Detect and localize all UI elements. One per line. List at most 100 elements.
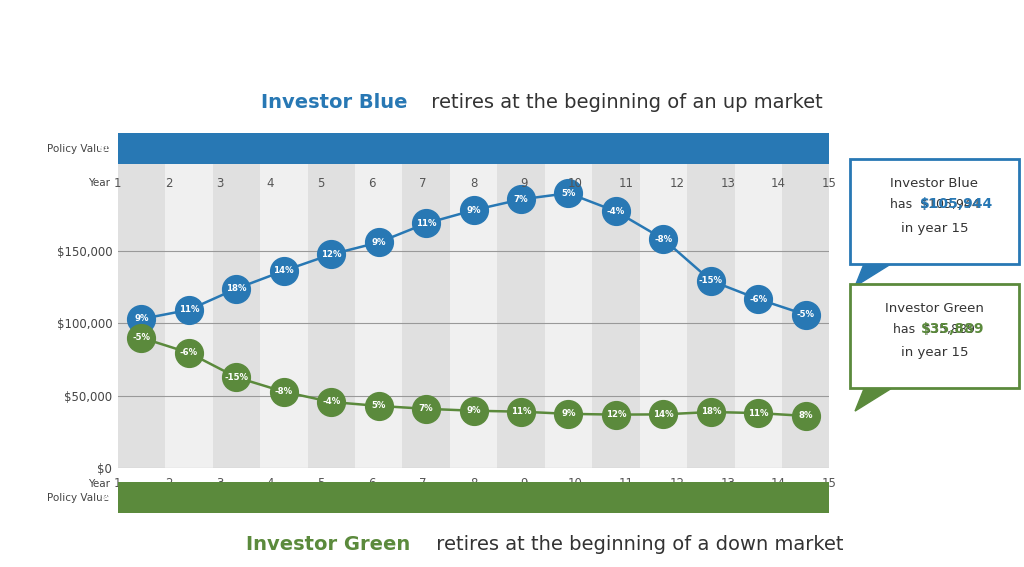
Text: $40,816: $40,816 (406, 493, 440, 502)
Text: $177,502: $177,502 (606, 145, 646, 153)
Text: $136,371: $136,371 (250, 145, 290, 153)
Text: $37,860: $37,860 (761, 493, 796, 502)
Text: -6%: -6% (750, 295, 767, 303)
Text: 15: 15 (822, 477, 837, 490)
Text: 18%: 18% (700, 408, 721, 417)
Text: -5%: -5% (797, 310, 815, 319)
Text: 6: 6 (369, 477, 376, 490)
Bar (640, 164, 687, 468)
Text: Policy Value: Policy Value (47, 144, 110, 154)
Text: -15%: -15% (224, 373, 249, 382)
Text: $109,330: $109,330 (148, 145, 188, 153)
Text: 14: 14 (771, 477, 786, 490)
Text: Investor Green: Investor Green (246, 535, 410, 554)
Text: 12%: 12% (605, 410, 627, 419)
Text: 7%: 7% (514, 195, 528, 204)
Text: 6: 6 (369, 177, 376, 189)
Text: 12: 12 (670, 477, 684, 490)
Text: $35,889: $35,889 (812, 493, 847, 502)
Text: $36,807: $36,807 (608, 493, 643, 502)
Text: -8%: -8% (654, 235, 673, 244)
Text: 9%: 9% (561, 409, 575, 418)
Text: 9: 9 (520, 177, 528, 189)
Text: 5%: 5% (561, 189, 575, 198)
Text: 12%: 12% (321, 250, 342, 259)
Text: $35,889: $35,889 (921, 322, 985, 336)
Text: Investor Blue: Investor Blue (891, 177, 978, 190)
Text: 7: 7 (419, 477, 427, 490)
Text: $103,000: $103,000 (98, 145, 137, 153)
Text: $178,332: $178,332 (454, 145, 494, 153)
Text: 13: 13 (720, 477, 735, 490)
Bar (545, 164, 592, 468)
Text: $116,783: $116,783 (759, 145, 799, 153)
Text: 9%: 9% (372, 238, 386, 247)
Text: has  $105,944: has $105,944 (890, 198, 979, 211)
Text: $185,816: $185,816 (505, 145, 545, 153)
Bar (165, 164, 213, 468)
Text: 3: 3 (216, 177, 223, 189)
Text: -8%: -8% (274, 387, 293, 396)
Text: 12: 12 (670, 177, 684, 189)
Text: 9: 9 (520, 477, 528, 490)
Text: 14%: 14% (653, 410, 674, 419)
Text: 11: 11 (618, 477, 634, 490)
Text: $147,735: $147,735 (301, 145, 341, 153)
Text: $156,031: $156,031 (352, 145, 392, 153)
Text: -15%: -15% (698, 276, 723, 285)
Text: 8: 8 (470, 177, 477, 189)
Bar (592, 164, 640, 468)
Text: 9%: 9% (466, 206, 481, 215)
Text: 5: 5 (317, 177, 325, 189)
Text: 5%: 5% (372, 401, 386, 411)
Bar (118, 164, 165, 468)
Text: 4: 4 (266, 177, 274, 189)
Text: Year: Year (88, 178, 110, 188)
Text: 10: 10 (568, 177, 583, 189)
Text: $36,960: $36,960 (659, 493, 694, 502)
Text: 18%: 18% (226, 284, 247, 293)
Text: Year: Year (88, 479, 110, 489)
Bar (213, 164, 260, 468)
Text: $190,106: $190,106 (555, 145, 595, 153)
Text: -4%: -4% (607, 207, 625, 216)
Text: has  $35,889: has $35,889 (894, 323, 975, 336)
Bar (734, 164, 782, 468)
Bar (450, 164, 498, 468)
Text: 11%: 11% (416, 219, 436, 228)
Text: 7: 7 (419, 177, 427, 189)
Bar (260, 164, 307, 468)
Text: $105,944: $105,944 (921, 197, 993, 211)
Text: $129,557: $129,557 (708, 145, 748, 153)
Text: $38,833: $38,833 (507, 493, 542, 502)
Text: 9%: 9% (466, 406, 481, 415)
Text: retires at the beginning of a down market: retires at the beginning of a down marke… (430, 535, 844, 554)
Text: 1: 1 (114, 177, 122, 189)
Text: 11: 11 (618, 177, 634, 189)
Text: 9%: 9% (134, 315, 148, 324)
Text: 15: 15 (822, 177, 837, 189)
Text: Investor Blue: Investor Blue (261, 92, 408, 112)
Text: 1: 1 (114, 477, 122, 490)
Text: 3: 3 (216, 477, 223, 490)
Text: 13: 13 (720, 177, 735, 189)
Text: 14: 14 (771, 177, 786, 189)
Text: $62,660: $62,660 (202, 493, 237, 502)
Bar (782, 164, 829, 468)
Text: -5%: -5% (132, 333, 151, 342)
Text: 8%: 8% (799, 412, 813, 421)
Text: 2: 2 (165, 477, 172, 490)
Text: retires at the beginning of an up market: retires at the beginning of an up market (425, 92, 822, 112)
Text: in year 15: in year 15 (901, 346, 968, 359)
Text: $105,944: $105,944 (810, 145, 849, 153)
Text: 11%: 11% (511, 407, 531, 416)
Bar (355, 164, 402, 468)
Text: 11%: 11% (748, 409, 769, 417)
Text: 8: 8 (470, 477, 477, 490)
Text: 10: 10 (568, 477, 583, 490)
Text: $52,647: $52,647 (253, 493, 288, 502)
Text: -6%: -6% (180, 348, 198, 357)
Text: 11%: 11% (178, 306, 200, 314)
Text: $39,489: $39,489 (457, 493, 490, 502)
Text: Policy Value: Policy Value (47, 493, 110, 503)
